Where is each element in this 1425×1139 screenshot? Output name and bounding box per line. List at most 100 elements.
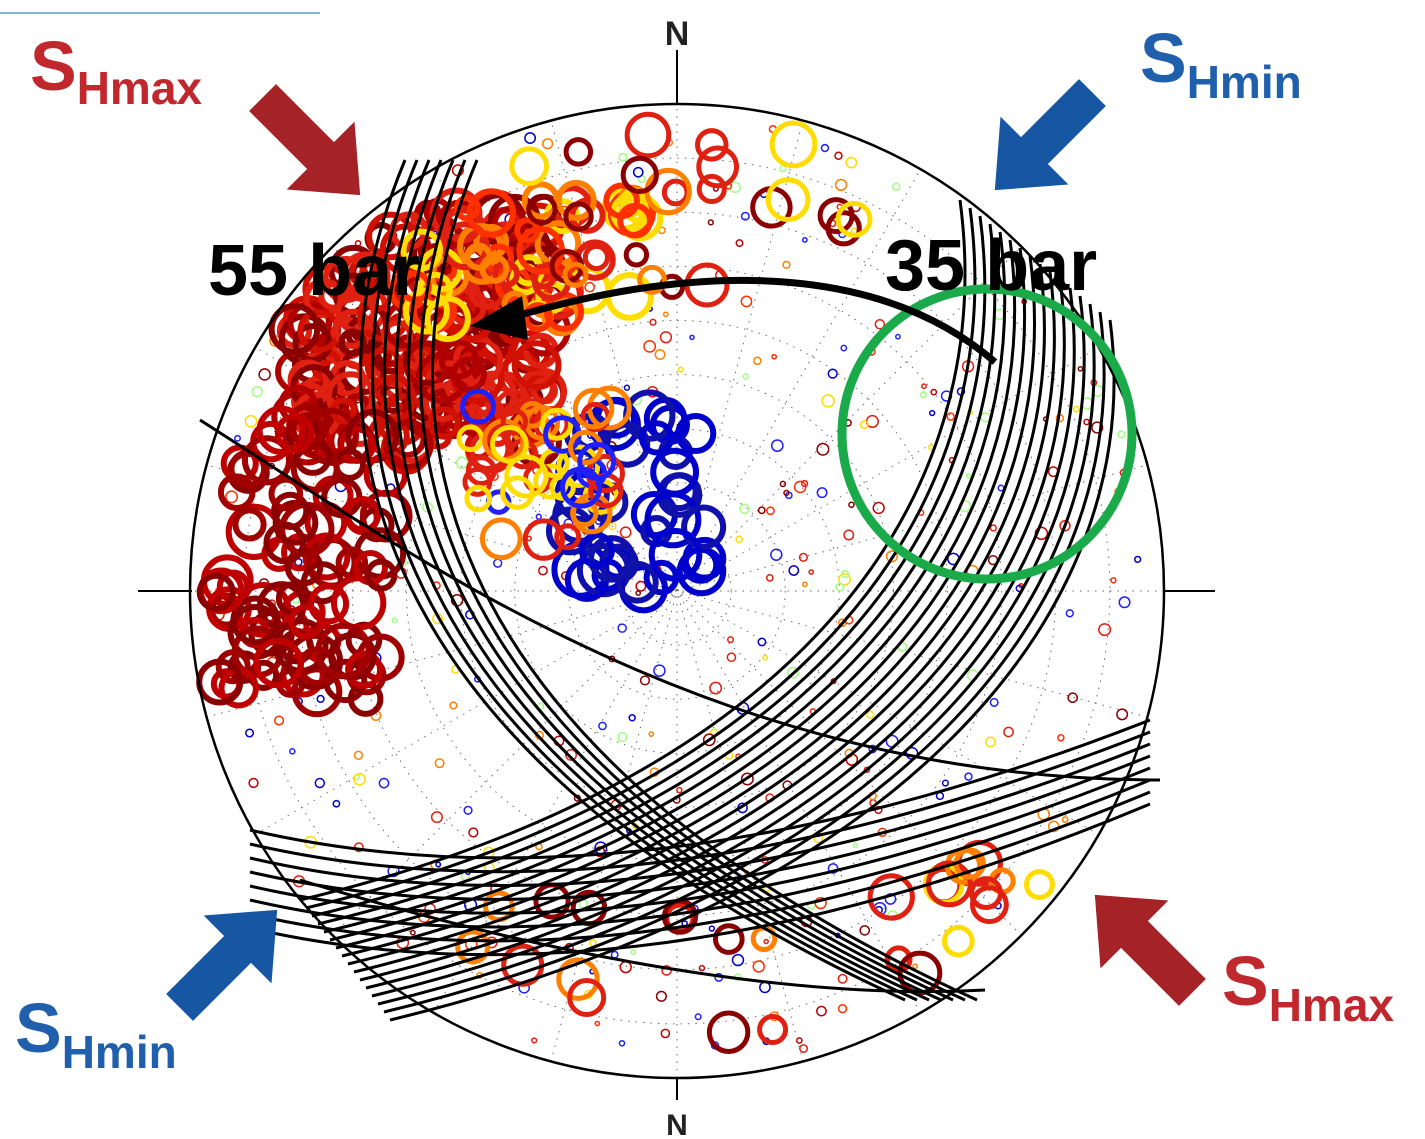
pole-marker xyxy=(798,552,808,562)
pole-marker xyxy=(603,182,640,220)
pole-marker xyxy=(770,439,784,452)
pole-marker xyxy=(757,1014,789,1046)
pole-marker xyxy=(727,636,735,644)
pole-marker xyxy=(617,623,627,633)
pole-marker xyxy=(565,748,578,761)
pole-marker xyxy=(985,736,996,748)
pole-marker xyxy=(630,949,637,956)
pole-marker xyxy=(661,965,672,976)
grid-ring xyxy=(568,482,786,700)
pole-marker xyxy=(434,758,445,769)
pole-marker xyxy=(578,532,615,569)
pole-marker xyxy=(430,811,443,824)
grid-ring xyxy=(297,211,1057,971)
pole-marker xyxy=(490,425,529,464)
pole-marker xyxy=(422,382,463,423)
pole-marker xyxy=(795,1037,803,1044)
pole-marker xyxy=(1118,596,1131,609)
north-label-bottom: N xyxy=(666,1109,688,1139)
pole-marker xyxy=(274,715,285,726)
pole-marker xyxy=(782,260,791,270)
shmax-label-top-left: SHmax xyxy=(30,27,202,114)
pole-marker xyxy=(1134,555,1142,564)
pole-marker xyxy=(588,535,636,583)
pole-marker xyxy=(530,377,558,405)
pole-marker xyxy=(332,308,373,349)
fracture-trace xyxy=(383,159,930,1002)
pole-marker xyxy=(840,344,848,352)
pole-marker xyxy=(835,582,845,592)
pole-marker xyxy=(852,842,859,849)
shmin-label-bottom-left-main: S xyxy=(15,989,62,1067)
shmax-label-bottom-right: SHmax xyxy=(1222,942,1394,1031)
pole-marker xyxy=(616,560,659,604)
pole-marker xyxy=(753,356,762,366)
pole-marker xyxy=(681,504,727,550)
pole-marker xyxy=(827,863,839,874)
pole-marker xyxy=(964,772,973,781)
pole-marker xyxy=(624,111,672,159)
pole-marker xyxy=(225,490,239,504)
pole-marker xyxy=(757,637,767,647)
pole-marker xyxy=(1003,726,1014,738)
pole-marker xyxy=(332,799,341,808)
pole-marker xyxy=(650,447,700,497)
pole-marker xyxy=(837,973,848,984)
pole-marker xyxy=(799,1044,808,1053)
pole-marker xyxy=(1091,421,1104,434)
pole-marker xyxy=(834,178,848,192)
pole-marker xyxy=(866,710,875,719)
pole-marker xyxy=(363,452,408,497)
pole-marker xyxy=(427,406,461,440)
fracture-trace xyxy=(383,311,1106,1014)
pole-marker xyxy=(1117,430,1126,439)
pole-marker xyxy=(290,443,340,493)
pole-marker xyxy=(538,565,548,576)
pole-marker xyxy=(572,387,615,430)
shmin-label-top-right-main: S xyxy=(1140,19,1187,97)
shmax-label-bottom-right-sub: Hmax xyxy=(1269,979,1395,1031)
pole-marker xyxy=(620,155,659,195)
fracture-trace xyxy=(199,418,1161,782)
pole-marker xyxy=(338,426,376,465)
pole-marker xyxy=(245,728,255,738)
pole-marker xyxy=(383,419,434,470)
pole-marker xyxy=(623,242,650,268)
pole-marker xyxy=(859,925,871,936)
pole-marker xyxy=(816,487,828,499)
pole-marker xyxy=(675,412,717,455)
pole-marker xyxy=(637,264,667,295)
shmin-label-bottom-left: SHmin xyxy=(15,989,177,1078)
shmax-label-bottom-right-main: S xyxy=(1222,942,1269,1020)
pole-marker xyxy=(462,466,493,497)
pole-marker xyxy=(801,236,808,243)
shmax-label-top-left-main: S xyxy=(30,27,77,105)
fracture-trace xyxy=(359,159,906,1002)
fracture-trace xyxy=(377,303,1096,1006)
pole-marker xyxy=(655,990,667,1002)
pole-marker xyxy=(838,572,851,586)
pole-marker xyxy=(1059,520,1071,532)
pole-marker xyxy=(712,923,745,955)
pressure-label-to: 55 bar xyxy=(208,231,420,311)
pole-marker xyxy=(930,388,938,396)
pole-marker xyxy=(1072,405,1080,413)
pole-marker xyxy=(635,590,642,597)
pole-marker xyxy=(821,394,835,408)
pole-marker xyxy=(618,152,628,162)
pole-marker xyxy=(698,964,706,972)
pole-marker xyxy=(504,454,549,499)
pole-marker xyxy=(874,319,886,330)
pole-marker xyxy=(659,331,673,344)
north-label-top: N xyxy=(665,15,690,53)
pole-marker xyxy=(479,517,523,561)
shmax-arrow-bottom-right xyxy=(1094,894,1206,1006)
pole-marker xyxy=(661,178,690,207)
pole-marker xyxy=(468,827,479,838)
pole-marker xyxy=(867,873,915,921)
pole-marker xyxy=(731,953,745,967)
pole-marker xyxy=(353,772,366,786)
pole-marker xyxy=(623,384,631,391)
pole-marker xyxy=(1067,692,1079,704)
pole-marker xyxy=(608,522,617,531)
